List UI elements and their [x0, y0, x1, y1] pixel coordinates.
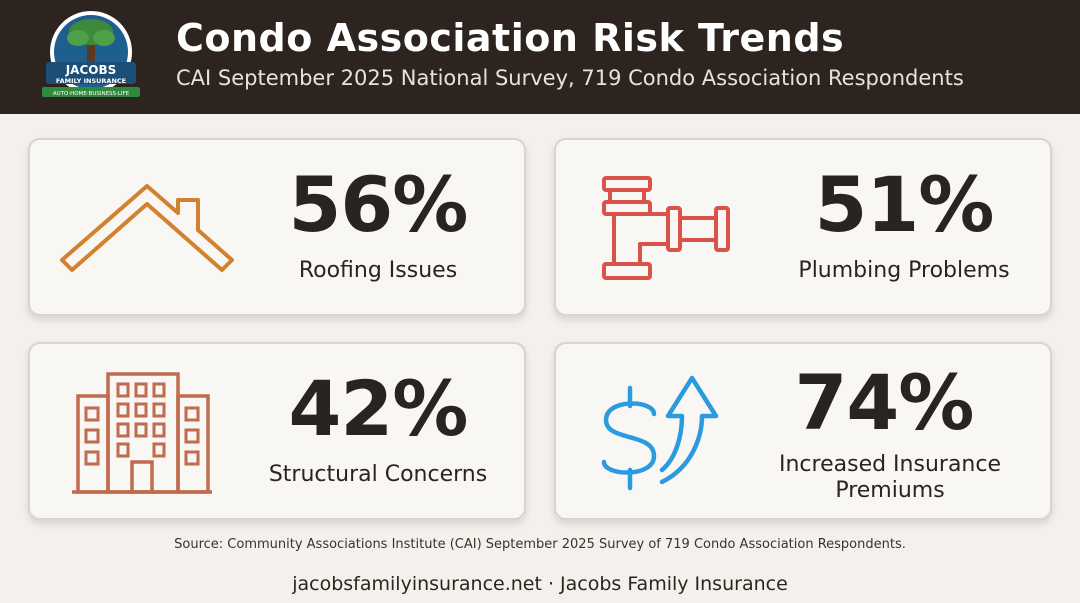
- stat-card-roofing: 56% Roofing Issues: [28, 138, 526, 316]
- stat-label: Increased Insurance Premiums: [779, 452, 1001, 503]
- source-note: Source: Community Associations Institute…: [174, 537, 906, 552]
- stat-label: Structural Concerns: [268, 462, 488, 487]
- pipe-icon: [602, 176, 730, 280]
- footer-text: jacobsfamilyinsurance.net · Jacobs Famil…: [292, 573, 788, 595]
- stat-value: 74%: [794, 358, 975, 447]
- stat-label: Roofing Issues: [298, 258, 458, 283]
- stat-card-plumbing: 51% Plumbing Problems: [554, 138, 1052, 316]
- building-icon: [72, 372, 212, 494]
- stat-value: 56%: [288, 160, 469, 249]
- page-subtitle: CAI September 2025 National Survey, 719 …: [176, 66, 964, 90]
- stat-card-premiums: 74% Increased Insurance Premiums: [554, 342, 1052, 520]
- stat-label: Plumbing Problems: [798, 258, 1010, 283]
- svg-text:JACOBS: JACOBS: [65, 63, 117, 77]
- header-banner: JACOBS FAMILY INSURANCE AUTO·HOME·BUSINE…: [0, 0, 1080, 114]
- roof-icon: [60, 184, 234, 272]
- company-logo: JACOBS FAMILY INSURANCE AUTO·HOME·BUSINE…: [42, 11, 140, 97]
- stat-value: 42%: [288, 364, 469, 453]
- stat-card-structural: 42% Structural Concerns: [28, 342, 526, 520]
- page-title: Condo Association Risk Trends: [176, 16, 845, 60]
- stat-value: 51%: [814, 160, 995, 249]
- svg-text:AUTO·HOME·BUSINESS·LIFE: AUTO·HOME·BUSINESS·LIFE: [53, 91, 130, 97]
- svg-text:FAMILY INSURANCE: FAMILY INSURANCE: [56, 77, 126, 85]
- dollar-arrow-icon: [601, 375, 719, 491]
